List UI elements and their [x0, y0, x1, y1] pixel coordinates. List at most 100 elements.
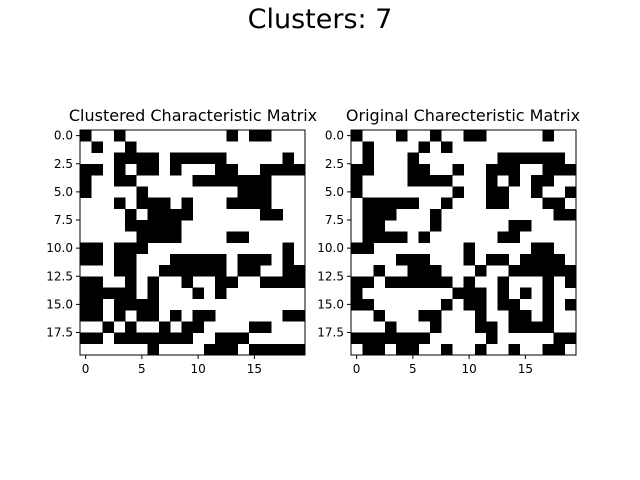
original-matrix-cell [531, 253, 543, 266]
clustered-matrix-cell [125, 208, 137, 221]
original-matrix-cell [362, 231, 374, 243]
clustered-matrix-cell [91, 163, 103, 176]
clustered-matrix-cell [147, 208, 160, 221]
clustered-matrix-cell [192, 175, 205, 187]
clustered-matrix-cell [147, 220, 160, 232]
clustered-x-tick-label: 5 [138, 362, 146, 376]
clustered-matrix-cell [147, 332, 160, 345]
clustered-matrix-cell [125, 276, 137, 288]
clustered-matrix-cell [215, 287, 227, 300]
original-matrix-cell [362, 242, 374, 255]
original-matrix-cell [508, 298, 521, 311]
original-matrix-cell [407, 175, 419, 187]
clustered-matrix-cell [170, 265, 182, 277]
original-matrix-cell [474, 130, 487, 142]
clustered-matrix-cell [293, 310, 306, 322]
original-matrix-cell [542, 175, 554, 187]
original-matrix-cell [519, 220, 532, 232]
original-matrix-cell [418, 276, 431, 288]
original-matrix-cell [396, 231, 408, 243]
clustered-matrix-cell [181, 276, 193, 288]
original-matrix-cell [542, 253, 554, 266]
original-matrix-cell [418, 253, 431, 266]
original-matrix-cell [407, 265, 419, 277]
original-matrix-cell [486, 163, 498, 176]
original-matrix-cell [362, 197, 374, 210]
clustered-matrix-cell [147, 287, 160, 300]
original-matrix-cell [497, 197, 509, 210]
original-matrix-cell [531, 265, 543, 277]
original-matrix-cell [418, 175, 431, 187]
clustered-matrix-cell [91, 310, 103, 322]
original-matrix-cell [531, 186, 543, 198]
clustered-matrix-cell [170, 220, 182, 232]
clustered-matrix-cell [170, 253, 182, 266]
clustered-matrix-cell [136, 152, 148, 165]
original-matrix-cell [486, 186, 498, 198]
original-matrix-cell [373, 220, 386, 232]
original-matrix-cell [463, 242, 476, 255]
clustered-matrix-cell [125, 287, 137, 300]
clustered-matrix-cell [237, 253, 250, 266]
clustered-matrix-cell [248, 265, 261, 277]
clustered-matrix-cell [136, 310, 148, 322]
original-y-tick-label: 0.0 [325, 129, 344, 143]
clustered-matrix-cell [113, 197, 126, 210]
original-matrix-title: Original Charecteristic Matrix [346, 106, 580, 125]
original-matrix-cell [463, 253, 476, 266]
clustered-matrix-cell [215, 175, 227, 187]
original-matrix-cell [418, 310, 431, 322]
original-matrix-cell [497, 163, 509, 176]
clustered-matrix-cell [102, 287, 115, 300]
original-matrix-cell [441, 276, 453, 288]
original-matrix-cell [542, 265, 554, 277]
clustered-y-tick-label: 15.0 [46, 297, 73, 311]
clustered-matrix-cell [260, 208, 272, 221]
original-y-tick-label: 10.0 [317, 241, 344, 255]
original-matrix-cell [351, 130, 363, 142]
clustered-matrix-cell [282, 163, 295, 176]
original-matrix-cell [373, 208, 386, 221]
original-matrix-cell [351, 298, 363, 311]
clustered-matrix-cell [237, 186, 250, 198]
clustered-matrix-cell [125, 152, 137, 165]
clustered-matrix-cell [260, 130, 272, 142]
clustered-matrix-cell [215, 253, 227, 266]
clustered-matrix-cell [113, 130, 126, 142]
clustered-matrix-cell [248, 253, 261, 266]
original-matrix-cell [373, 332, 386, 345]
clustered-matrix-cell [293, 276, 306, 288]
original-matrix-cell [474, 287, 487, 300]
original-matrix-cell [542, 287, 554, 300]
clustered-matrix-cell [91, 332, 103, 345]
clustered-y-tick-label: 2.5 [54, 157, 73, 171]
original-matrix-cell [508, 163, 521, 176]
original-matrix-cell [508, 310, 521, 322]
clustered-matrix-cell [293, 343, 306, 356]
original-matrix-cell [384, 276, 397, 288]
clustered-matrix-cell [113, 253, 126, 266]
clustered-matrix-cell [226, 197, 238, 210]
original-matrix-cell [508, 343, 521, 356]
original-matrix-cell [463, 130, 476, 142]
original-matrix-cell [429, 310, 442, 322]
original-matrix-cell [373, 231, 386, 243]
clustered-matrix-cell [113, 265, 126, 277]
original-matrix-cell [463, 287, 476, 300]
clustered-matrix-cell [237, 265, 250, 277]
clustered-matrix-cell [80, 276, 92, 288]
clustered-matrix-cell [170, 208, 182, 221]
original-matrix-cell [384, 332, 397, 345]
clustered-matrix-cell [181, 332, 193, 345]
clustered-matrix-cell [125, 242, 137, 255]
original-x-tick-label: 10 [461, 362, 476, 376]
original-matrix-cell [407, 152, 419, 165]
original-matrix-cell [441, 197, 453, 210]
original-matrix-cell [351, 163, 363, 176]
original-matrix-cell [542, 343, 554, 356]
clustered-matrix-cell [113, 163, 126, 176]
clustered-matrix-cell [181, 152, 193, 165]
original-matrix-cell [508, 220, 521, 232]
original-matrix-cell [497, 231, 509, 243]
